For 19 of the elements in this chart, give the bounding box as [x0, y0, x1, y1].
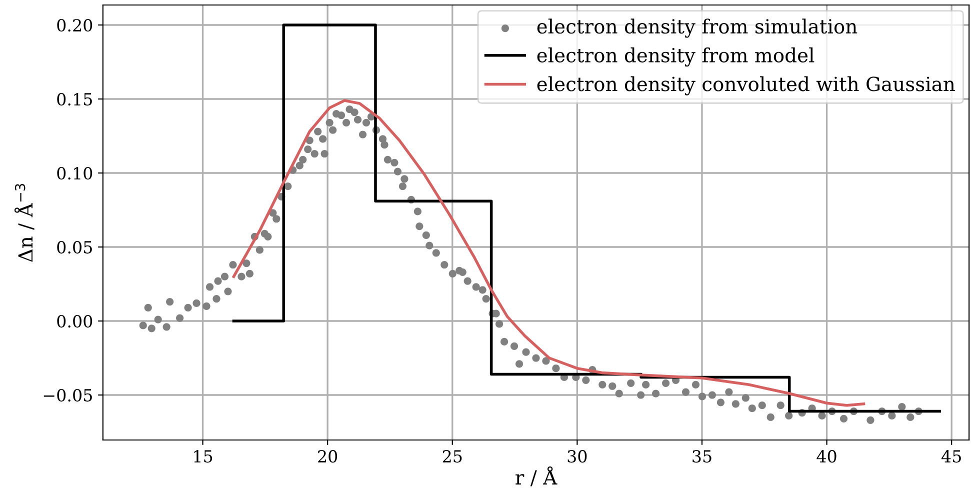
legend-label: electron density from simulation: [537, 18, 858, 38]
y-tick-label: 0.10: [57, 166, 92, 180]
x-tick-label: 25: [442, 450, 462, 463]
y-axis-title: Δn / Å$^{−3}$: [14, 184, 34, 262]
y-tick-label: 0.05: [57, 240, 92, 254]
x-tick-label: 15: [194, 450, 212, 463]
y-tick-label: 0.20: [57, 18, 92, 32]
line-series: [232, 99, 866, 407]
legend-label: electron density from model: [537, 47, 814, 67]
legend-label: electron density convoluted with Gaussian: [537, 76, 955, 96]
y-tick-label: 0.15: [57, 92, 92, 106]
y-tick-label: 0.00: [57, 314, 92, 328]
x-tick-label: 20: [318, 450, 338, 463]
y-tick-label: −0.05: [44, 388, 92, 402]
x-tick-label: 40: [816, 450, 836, 463]
x-tick-label: 30: [568, 450, 587, 463]
x-tick-label: 35: [692, 450, 712, 463]
x-tick-label: 45: [941, 450, 961, 463]
x-axis-title: r / Å: [516, 466, 558, 486]
